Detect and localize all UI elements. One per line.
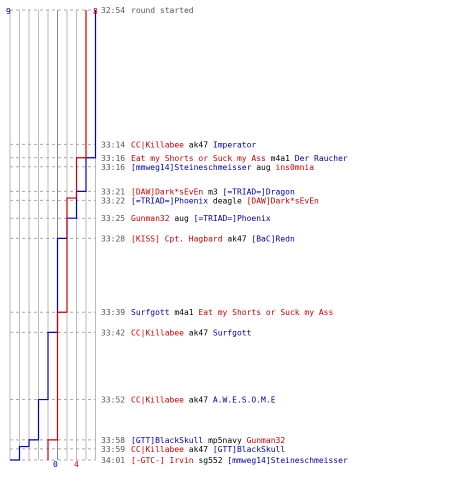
event-text-part: [=TRIAD=]Phoenix bbox=[131, 196, 208, 205]
event-time: 33:16 bbox=[101, 163, 125, 172]
event-text: CC|Killabee ak47 Surfgott bbox=[131, 328, 252, 337]
event-text-part: aug bbox=[170, 214, 194, 223]
event-time: 34:01 bbox=[101, 456, 125, 465]
red-top-score-label: 8 bbox=[93, 7, 98, 16]
blue-top-score-label: 9 bbox=[6, 7, 11, 16]
event-time: 33:16 bbox=[101, 154, 125, 163]
event-text-part: [BaC]Redn bbox=[251, 234, 295, 243]
event-time: 33:28 bbox=[101, 234, 125, 243]
event-row: 33:16 Eat my Shorts or Suck my Ass m4a1 D… bbox=[101, 154, 348, 163]
event-text: [-GTC-] Irvin sg552 [mmweg14]Steineschme… bbox=[131, 456, 348, 465]
event-text-part: ak47 bbox=[184, 445, 213, 454]
event-text-part: [GTT]BlackSkull bbox=[213, 445, 285, 454]
event-text-part: ak47 bbox=[184, 140, 213, 149]
event-text-part: [=TRIAD=]Dragon bbox=[223, 187, 295, 196]
event-row: 33:42 CC|Killabee ak47 Surfgott bbox=[101, 328, 252, 337]
event-text: [KISS] Cpt. Hagbard ak47 [BaC]Redn bbox=[131, 234, 295, 243]
event-text-part: m3 bbox=[203, 187, 222, 196]
event-text: [mmweg14]Steineschmeisser aug ins0mnia bbox=[131, 163, 314, 172]
blue-bottom-score-label: 0 bbox=[53, 460, 58, 469]
event-text-part: ak47 bbox=[184, 396, 213, 405]
event-text-part: CC|Killabee bbox=[131, 445, 184, 454]
event-text-part: [-GTC-] Irvin bbox=[131, 456, 194, 465]
event-row: 34:01 [-GTC-] Irvin sg552 [mmweg14]Steine… bbox=[101, 456, 348, 465]
event-text-part: CC|Killabee bbox=[131, 140, 184, 149]
event-text: CC|Killabee ak47 Imperator bbox=[131, 140, 256, 149]
event-text-part: deagle bbox=[208, 196, 247, 205]
event-row: 33:16 [mmweg14]Steineschmeisser aug ins0m… bbox=[101, 163, 314, 172]
red-team-score-line bbox=[47, 10, 87, 460]
event-text: CC|Killabee ak47 [GTT]BlackSkull bbox=[131, 445, 285, 454]
event-time: 33:39 bbox=[101, 308, 125, 317]
event-row: 32:54 round started bbox=[101, 6, 194, 15]
event-text: Surfgott m4a1 Eat my Shorts or Suck my A… bbox=[131, 308, 333, 317]
event-row: 33:22 [=TRIAD=]Phoenix deagle [DAW]Dark*s… bbox=[101, 196, 319, 205]
event-text-part: Eat my Shorts or Suck my Ass bbox=[198, 308, 333, 317]
event-text-part: sg552 bbox=[194, 456, 228, 465]
team-score-lines bbox=[10, 10, 97, 461]
event-text-part: [mmweg14]Steineschmeisser bbox=[227, 456, 348, 465]
event-text: [GTT]BlackSkull mp5navy Gunman32 bbox=[131, 436, 285, 445]
event-log: 32:54 round started 33:14 CC|Killabee ak47 … bbox=[101, 6, 348, 465]
event-row: 33:25 Gunman32 aug [=TRIAD=]Phoenix bbox=[101, 214, 271, 223]
event-text-part: Surfgott bbox=[213, 328, 252, 337]
event-time: 33:59 bbox=[101, 445, 125, 454]
blue-team-score-line bbox=[10, 10, 97, 461]
event-text-part: Gunman32 bbox=[131, 214, 170, 223]
event-row: 33:52 CC|Killabee ak47 A.W.E.S.O.M.E bbox=[101, 396, 276, 405]
event-time: 33:22 bbox=[101, 196, 125, 205]
event-text-part: m4a1 bbox=[266, 154, 295, 163]
event-time: 33:25 bbox=[101, 214, 125, 223]
event-text: [DAW]Dark*sEvEn m3 [=TRIAD=]Dragon bbox=[131, 187, 295, 196]
event-time: 33:21 bbox=[101, 187, 125, 196]
event-text-part: CC|Killabee bbox=[131, 396, 184, 405]
event-text: Gunman32 aug [=TRIAD=]Phoenix bbox=[131, 214, 271, 223]
event-time: 33:58 bbox=[101, 436, 125, 445]
event-text-part: [GTT]BlackSkull bbox=[131, 436, 203, 445]
event-text-part: Der Raucher bbox=[295, 154, 348, 163]
event-ticks bbox=[10, 9, 96, 461]
event-text-part: A.W.E.S.O.M.E bbox=[213, 396, 276, 405]
event-text-part: ak47 bbox=[184, 328, 213, 337]
event-time: 33:52 bbox=[101, 396, 125, 405]
event-text-part: Surfgott bbox=[131, 308, 170, 317]
event-row: 33:58 [GTT]BlackSkull mp5navy Gunman32 bbox=[101, 436, 285, 445]
event-text: Eat my Shorts or Suck my Ass m4a1 Der Ra… bbox=[131, 154, 348, 163]
event-text: CC|Killabee ak47 A.W.E.S.O.M.E bbox=[131, 396, 276, 405]
event-time: 32:54 bbox=[101, 6, 125, 15]
event-text: [=TRIAD=]Phoenix deagle [DAW]Dark*sEvEn bbox=[131, 196, 319, 205]
event-text-part: Eat my Shorts or Suck my Ass bbox=[131, 154, 266, 163]
event-row: 33:28 [KISS] Cpt. Hagbard ak47 [BaC]Redn bbox=[101, 234, 295, 243]
event-text-part: ak47 bbox=[223, 234, 252, 243]
event-text-part: [KISS] Cpt. Hagbard bbox=[131, 234, 223, 243]
event-text: round started bbox=[131, 6, 194, 15]
event-time: 33:42 bbox=[101, 328, 125, 337]
event-text-part: [DAW]Dark*sEvEn bbox=[247, 196, 319, 205]
event-text-part: mp5navy bbox=[203, 436, 246, 445]
event-text-part: [DAW]Dark*sEvEn bbox=[131, 187, 203, 196]
event-row: 33:39 Surfgott m4a1 Eat my Shorts or Suck… bbox=[101, 308, 333, 317]
event-text-part: [=TRIAD=]Phoenix bbox=[194, 214, 271, 223]
event-row: 33:21 [DAW]Dark*sEvEn m3 [=TRIAD=]Dragon bbox=[101, 187, 295, 196]
red-bottom-score-label: 4 bbox=[74, 460, 79, 469]
event-time: 33:14 bbox=[101, 140, 125, 149]
event-row: 33:14 CC|Killabee ak47 Imperator bbox=[101, 140, 256, 149]
score-grid bbox=[9, 10, 96, 460]
event-text-part: Gunman32 bbox=[247, 436, 286, 445]
event-row: 33:59 CC|Killabee ak47 [GTT]BlackSkull bbox=[101, 445, 285, 454]
event-text-part: Imperator bbox=[213, 140, 257, 149]
team-score-labels: 9 8 0 4 bbox=[6, 7, 98, 469]
event-text-part: ins0mnia bbox=[276, 163, 315, 172]
event-text-part: CC|Killabee bbox=[131, 328, 184, 337]
event-text-part: aug bbox=[251, 163, 275, 172]
event-text-part: [mmweg14]Steineschmeisser bbox=[131, 163, 252, 172]
event-text-part: round started bbox=[131, 6, 194, 15]
event-text-part: m4a1 bbox=[170, 308, 199, 317]
